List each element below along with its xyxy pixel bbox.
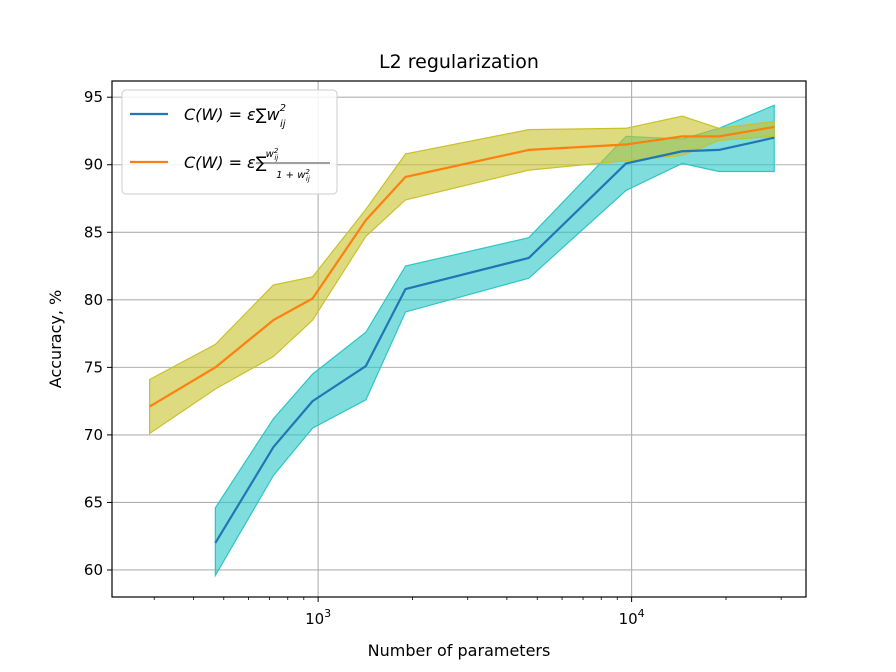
svg-text:C(W) = ε∑: C(W) = ε∑ xyxy=(184,153,267,172)
y-tick-label: 85 xyxy=(84,223,103,241)
x-axis-label: Number of parameters xyxy=(368,641,551,660)
axis-ticks: 60 65 70 75 80 85 90 95 103 104 xyxy=(84,88,782,628)
chart-title: L2 regularization xyxy=(379,51,539,73)
y-tick-label: 60 xyxy=(84,561,103,579)
legend: C(W) = ε∑w2 ij C(W) = ε∑ w2 ij 1 + w2 ij xyxy=(121,89,338,195)
x-tick-label: 103 xyxy=(305,607,331,628)
y-tick-label: 75 xyxy=(84,358,103,376)
band-series-0 xyxy=(214,104,775,578)
y-axis-label: Accuracy, % xyxy=(46,290,65,388)
y-tick-label: 65 xyxy=(84,493,103,511)
line-series-0 xyxy=(214,136,775,544)
band-series-1 xyxy=(149,115,775,435)
y-tick-label: 90 xyxy=(84,156,103,174)
y-tick-label: 80 xyxy=(84,291,103,309)
y-tick-label: 95 xyxy=(84,88,103,106)
legend-label-saturating: C(W) = ε∑ w2 ij 1 + w2 ij xyxy=(184,147,330,183)
confidence-bands xyxy=(149,104,775,578)
series-lines xyxy=(149,125,775,544)
y-tick-label: 70 xyxy=(84,426,103,444)
legend-box xyxy=(121,89,338,195)
plot-frame xyxy=(111,80,807,598)
x-tick-label: 104 xyxy=(619,607,645,628)
